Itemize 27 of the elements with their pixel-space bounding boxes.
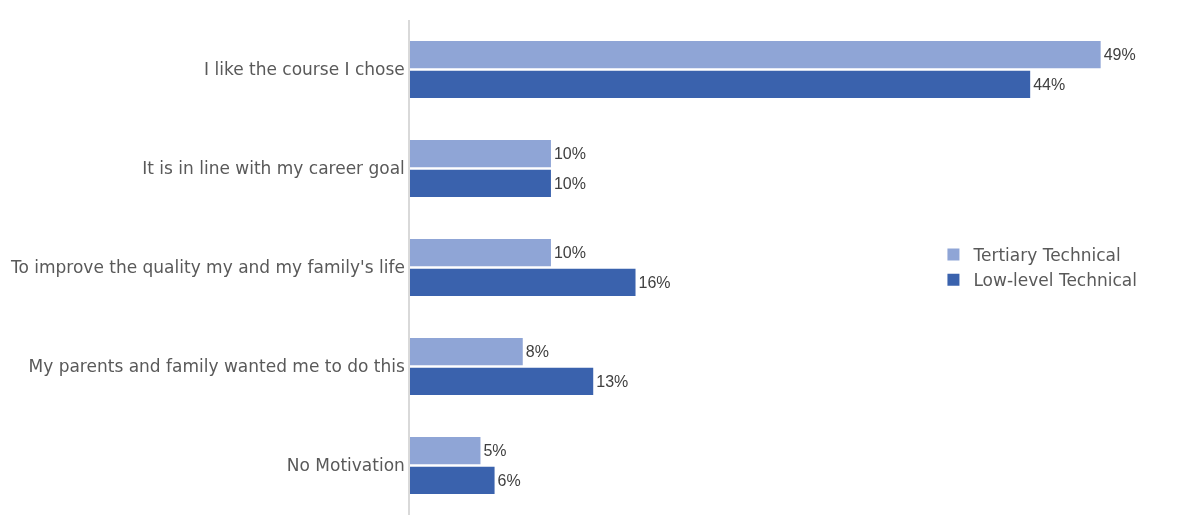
bar	[410, 466, 495, 495]
data-label: 10%	[553, 174, 586, 192]
bar	[410, 139, 551, 168]
data-label: 49%	[1103, 46, 1136, 64]
bar	[410, 169, 551, 198]
bar	[410, 436, 481, 465]
bar	[410, 268, 636, 297]
data-label: 10%	[553, 244, 586, 262]
data-label: 6%	[497, 471, 521, 489]
data-label: 5%	[483, 442, 507, 460]
y-tick-label: My parents and family wanted me to do this	[28, 356, 405, 377]
y-tick-label: No Motivation	[286, 455, 405, 476]
bar	[410, 367, 594, 396]
bar	[410, 238, 551, 267]
legend-label: Tertiary Technical	[972, 245, 1121, 266]
data-label: 44%	[1033, 75, 1066, 93]
data-label: 10%	[553, 145, 586, 163]
y-tick-label: To improve the quality my and my family's life	[9, 257, 405, 278]
y-tick-label: It is in line with my career goal	[142, 158, 405, 179]
bar	[410, 70, 1031, 99]
y-tick-label: I like the course I chose	[204, 59, 405, 80]
bar	[410, 337, 523, 366]
legend-label: Low-level Technical	[973, 270, 1137, 291]
bar	[410, 40, 1101, 69]
data-label: 16%	[638, 273, 671, 291]
data-label: 13%	[596, 372, 629, 390]
data-label: 8%	[525, 343, 549, 361]
